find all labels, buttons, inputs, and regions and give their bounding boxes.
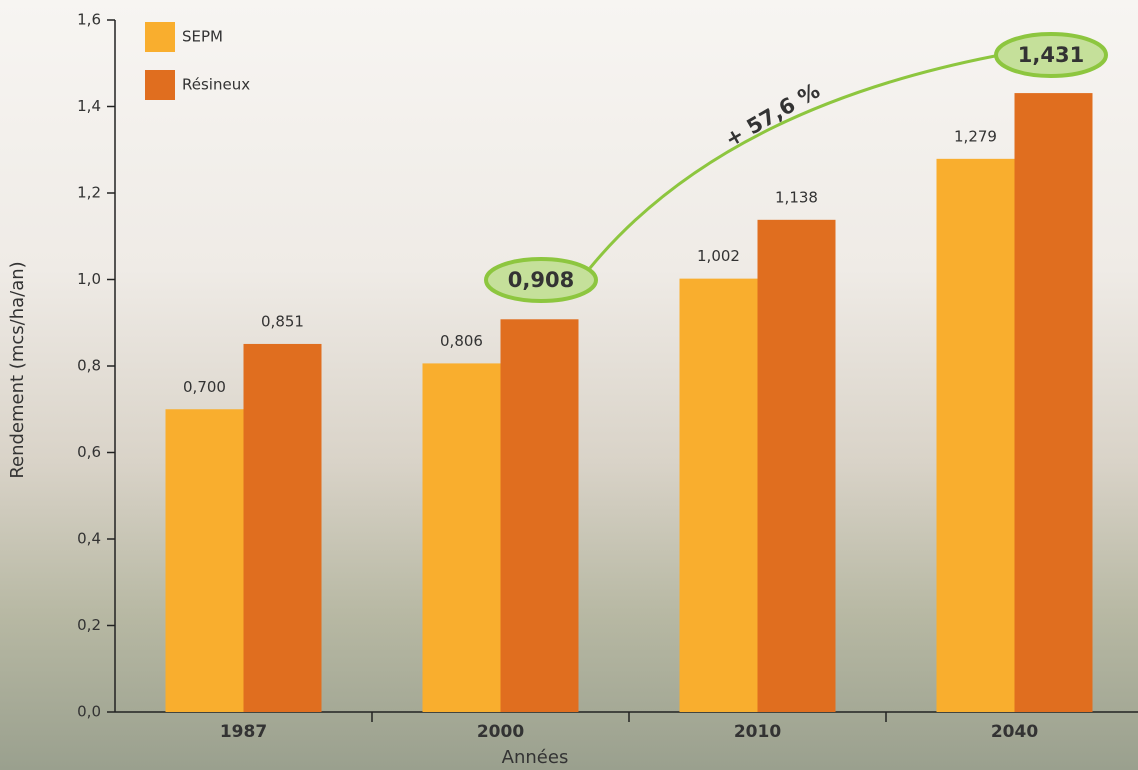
value-label: 1,279 xyxy=(954,127,997,145)
growth-label: + 57,6 % xyxy=(721,78,824,151)
bar xyxy=(936,158,1015,712)
x-tick-label: 2040 xyxy=(991,722,1038,742)
x-tick-label: 2010 xyxy=(734,722,781,742)
growth-curve xyxy=(588,54,996,269)
callout xyxy=(994,32,1108,78)
bar xyxy=(165,409,244,712)
bar xyxy=(1014,93,1093,712)
x-tick-label: 2000 xyxy=(477,722,524,742)
legend-swatch xyxy=(145,70,175,100)
value-label: 1,138 xyxy=(775,188,818,206)
x-axis-label: Années xyxy=(502,747,569,768)
y-tick-label: 1,4 xyxy=(77,97,101,115)
y-tick-label: 0,0 xyxy=(77,703,101,721)
callout-label: 0,908 xyxy=(508,268,574,292)
value-label: 0,851 xyxy=(261,312,304,330)
y-tick-label: 1,0 xyxy=(77,270,101,288)
bar xyxy=(422,363,501,712)
value-label: 0,806 xyxy=(440,332,483,350)
y-tick-label: 1,6 xyxy=(77,11,101,29)
y-tick-label: 0,8 xyxy=(77,357,101,375)
callout xyxy=(484,257,598,303)
bar xyxy=(500,319,579,712)
legend-swatch xyxy=(145,22,175,52)
legend-label: SEPM xyxy=(182,28,223,46)
y-tick-label: 0,2 xyxy=(77,616,101,634)
y-tick-label: 1,2 xyxy=(77,184,101,202)
bar xyxy=(679,278,758,712)
value-label: 1,002 xyxy=(697,247,740,265)
bar xyxy=(757,219,836,712)
y-tick-label: 0,6 xyxy=(77,443,101,461)
legend-label: Résineux xyxy=(182,76,250,94)
value-label: 0,700 xyxy=(183,378,226,396)
y-tick-label: 0,4 xyxy=(77,530,101,548)
callout-label: 1,431 xyxy=(1018,43,1084,67)
x-tick-label: 1987 xyxy=(220,722,267,742)
bar xyxy=(243,343,322,712)
y-axis-label: Rendement (mcs/ha/an) xyxy=(7,261,28,478)
